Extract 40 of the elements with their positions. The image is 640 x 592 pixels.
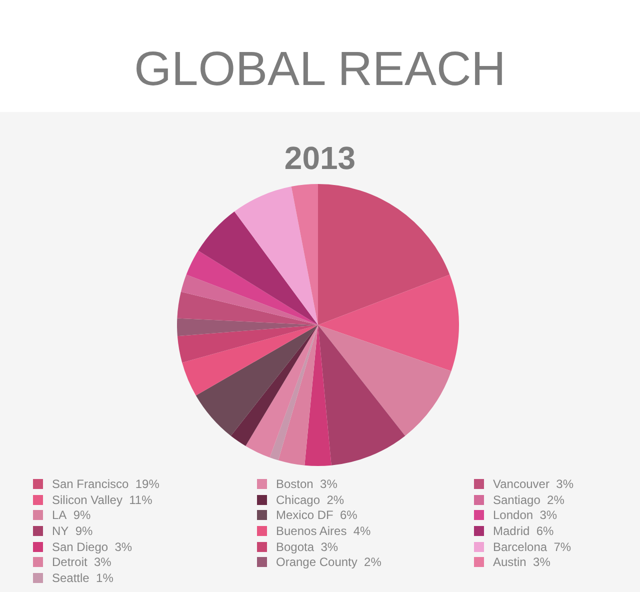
data-label: 3%	[114, 540, 132, 554]
data-label: 2%	[326, 492, 344, 507]
legend-label: San Diego	[52, 540, 108, 554]
legend-label: London	[493, 508, 534, 522]
legend-label: Barcelona	[493, 540, 548, 554]
legend-label: Buenos Aires	[276, 524, 347, 538]
legend-label: Mexico DF	[276, 508, 334, 522]
data-label: 3%	[320, 476, 338, 491]
data-label: 4%	[353, 524, 371, 538]
legend-label: Seattle	[52, 570, 90, 585]
data-label: 9%	[73, 508, 91, 522]
data-label: 2%	[547, 492, 564, 507]
data-label: 3%	[94, 555, 112, 570]
chart-title: GLOBAL REACH	[133, 42, 507, 98]
data-label: 1%	[96, 570, 114, 585]
legend-label: Bogota	[276, 540, 314, 554]
legend-label: Silicon Valley	[52, 492, 122, 507]
data-label: 3%	[320, 540, 338, 554]
data-label: 6%	[536, 524, 554, 538]
data-label: 6%	[340, 508, 358, 522]
data-label: 3%	[533, 555, 550, 570]
legend-label: Madrid	[493, 524, 530, 538]
data-label: 3%	[556, 476, 574, 491]
legend-label: Boston	[276, 476, 314, 491]
legend-label: Chicago	[276, 492, 320, 507]
chart-subtitle: 2013	[283, 139, 357, 177]
legend-label: Detroit	[52, 555, 88, 570]
data-label: 3%	[540, 508, 558, 522]
legend-label: LA	[52, 508, 67, 522]
legend-label: NY	[52, 524, 69, 538]
data-label: 11%	[129, 492, 152, 507]
data-label: 19%	[135, 476, 160, 491]
legend-label: Santiago	[493, 492, 540, 507]
data-label: 7%	[554, 540, 572, 554]
data-label: 9%	[75, 524, 93, 538]
legend-label: Vancouver	[493, 476, 550, 491]
legend-label: San Francisco	[52, 476, 129, 491]
data-label: 2%	[364, 555, 382, 570]
legend-label: Austin	[493, 555, 526, 570]
legend-label: Orange County	[276, 555, 358, 570]
